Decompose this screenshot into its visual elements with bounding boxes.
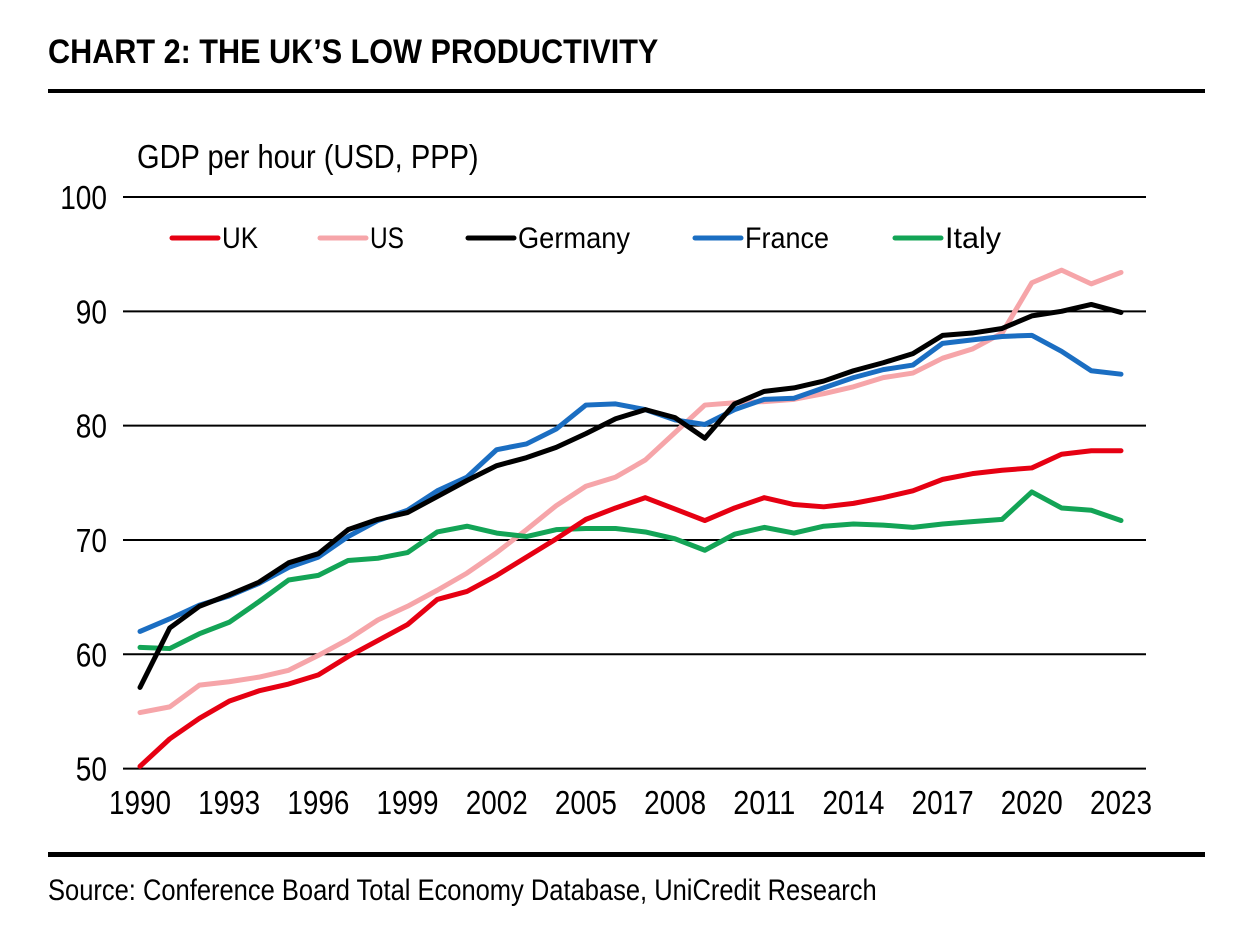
series-line-germany: [137, 301, 1124, 690]
y-tick-label-90: 90: [76, 293, 107, 330]
legend-label-france: France: [745, 222, 829, 255]
y-tick-label-100: 100: [60, 179, 107, 216]
series-line-uk: [137, 448, 1124, 769]
y-tick-label-60: 60: [76, 636, 107, 673]
top-rule: [48, 89, 1205, 93]
chart-title: CHART 2: THE UK’S LOW PRODUCTIVITY: [48, 33, 659, 71]
y-tick-label-50: 50: [76, 751, 107, 788]
x-tick-label-1996: 1996: [287, 784, 349, 821]
x-tick-label-2020: 2020: [1001, 784, 1063, 821]
x-tick-label-2014: 2014: [822, 784, 884, 821]
bottom-rule: [48, 852, 1205, 857]
legend-label-uk: UK: [222, 222, 258, 255]
x-tick-label-2017: 2017: [912, 784, 974, 821]
series-line-france: [137, 332, 1124, 634]
source-note: Source: Conference Board Total Economy D…: [48, 874, 877, 907]
x-tick-label-1990: 1990: [109, 784, 171, 821]
y-axis-title: GDP per hour (USD, PPP): [137, 138, 479, 175]
x-tick-label-1993: 1993: [198, 784, 260, 821]
legend-label-us: US: [370, 222, 404, 255]
x-tick-label-2008: 2008: [644, 784, 706, 821]
series-line-italy: [137, 489, 1124, 652]
x-tick-label-1999: 1999: [377, 784, 439, 821]
x-tick-label-2011: 2011: [733, 784, 795, 821]
x-tick-label-2005: 2005: [555, 784, 617, 821]
legend-label-germany: Germany: [518, 222, 630, 255]
x-tick-label-2002: 2002: [466, 784, 528, 821]
series-line-us: [137, 267, 1124, 716]
x-tick-label-2023: 2023: [1090, 784, 1152, 821]
legend-label-italy: Italy: [945, 222, 1001, 255]
y-tick-label-70: 70: [76, 522, 107, 559]
y-tick-label-80: 80: [76, 408, 107, 445]
